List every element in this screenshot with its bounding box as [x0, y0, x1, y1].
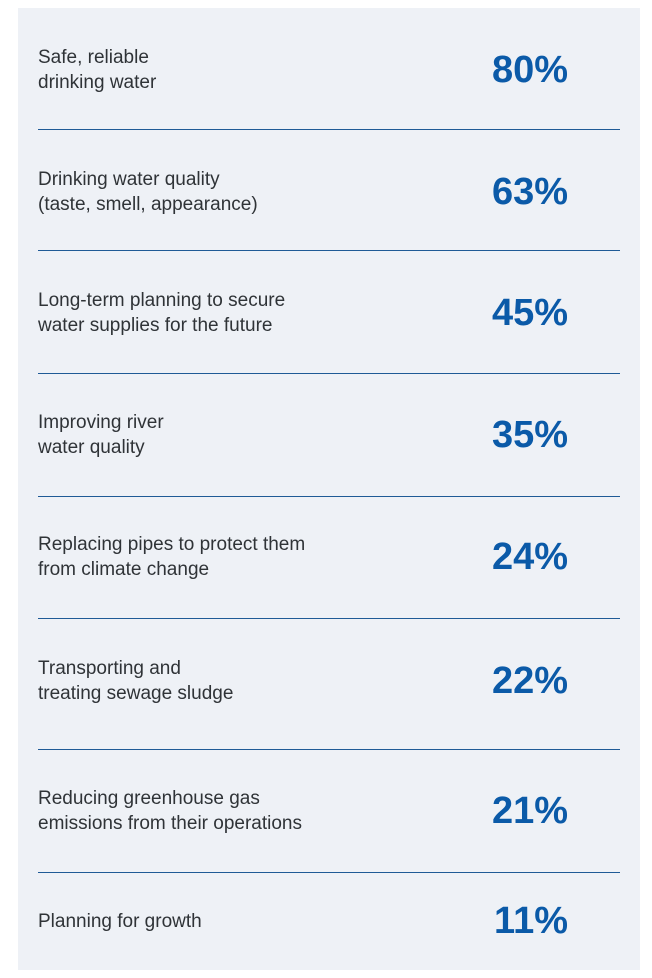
- label-line: Planning for growth: [38, 910, 202, 932]
- item-value: 11%: [494, 900, 568, 942]
- item-value: 21%: [491, 790, 568, 832]
- item-value: 22%: [491, 660, 568, 702]
- label-line: Transporting and: [38, 658, 181, 679]
- label-line: Safe, reliable: [38, 47, 149, 68]
- item-value: 35%: [491, 414, 568, 456]
- item-label: Safe, reliable drinking water: [38, 45, 156, 95]
- item-label: Reducing greenhouse gas emissions from th…: [38, 786, 302, 836]
- label-line: from climate change: [38, 559, 210, 580]
- item-value: 63%: [491, 171, 568, 213]
- label-line: Drinking water quality: [38, 169, 220, 190]
- card: Safe, reliable drinking water 80% Drinking …: [18, 8, 640, 970]
- label-line: water quality: [38, 437, 145, 458]
- label-line: (taste, smell, appearance): [38, 194, 258, 215]
- label-line: drinking water: [38, 72, 157, 93]
- label-line: Reducing greenhouse gas: [38, 788, 260, 809]
- label-line: Long-term planning to secure: [38, 290, 286, 311]
- item-label: Long-term planning to secure water suppli…: [38, 288, 285, 338]
- separator: [38, 618, 620, 619]
- item-label: Planning for growth: [38, 909, 202, 934]
- separator: [38, 129, 620, 130]
- item-value: 45%: [491, 292, 568, 334]
- separator: [38, 749, 620, 750]
- item-label: Improving river water quality: [38, 410, 164, 460]
- item-value: 80%: [491, 49, 568, 91]
- label-line: water supplies for the future: [38, 315, 273, 336]
- item-label: Drinking water quality (taste, smell, app…: [38, 167, 258, 217]
- label-line: Replacing pipes to protect them: [38, 534, 306, 555]
- item-value: 24%: [491, 536, 568, 578]
- label-line: Improving river: [38, 412, 164, 433]
- separator: [38, 496, 620, 497]
- item-label: Transporting and treating sewage sludge: [38, 656, 233, 706]
- label-line: emissions from their operations: [38, 813, 302, 834]
- separator: [38, 872, 620, 873]
- separator: [38, 250, 620, 251]
- item-label: Replacing pipes to protect them from clim…: [38, 532, 305, 582]
- label-line: treating sewage sludge: [38, 683, 234, 704]
- separator: [38, 373, 620, 374]
